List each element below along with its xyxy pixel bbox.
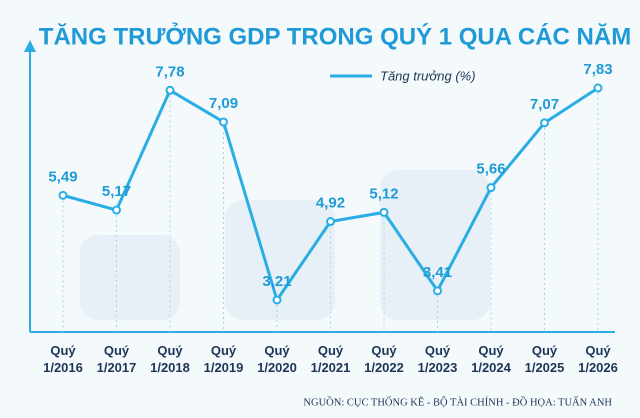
- x-tick-label: Quý 1/2026: [578, 343, 618, 375]
- x-tick-label: Quý 1/2017: [96, 343, 137, 375]
- value-label: 5,49: [48, 168, 77, 185]
- decor: [380, 170, 490, 320]
- x-tick-label: Quý 1/2016: [43, 343, 83, 375]
- decor: [225, 200, 335, 320]
- value-label: 3,21: [262, 273, 291, 290]
- decor: [80, 235, 180, 320]
- point: [433, 286, 442, 296]
- point: [219, 117, 228, 127]
- value-label: 7,09: [209, 95, 238, 112]
- value-label: 5,12: [369, 185, 398, 202]
- point: [272, 295, 282, 305]
- x-tick-label: Quý 1/2018: [150, 343, 190, 375]
- x-tick-label: Quý 1/2019: [203, 343, 244, 375]
- value-label: 5,66: [476, 161, 505, 178]
- legend-label: Tăng trưởng (%): [380, 68, 476, 83]
- x-tick-label: Quý 1/2023: [417, 343, 458, 375]
- x-tick-label: Quý 1/2020: [257, 343, 297, 375]
- point: [112, 205, 121, 215]
- value-label: 3,41: [423, 264, 452, 281]
- x-tick-label: Quý 1/2024: [471, 343, 511, 375]
- x-tick-label: Quý 1/2021: [310, 343, 351, 375]
- point: [58, 190, 68, 200]
- value-label: 5,17: [102, 183, 131, 200]
- source: NGUỒN: CỤC THỐNG KÊ - BỘ TÀI CHÍNH - ĐỒ …: [303, 395, 612, 408]
- axis-arrow: [24, 40, 36, 52]
- point: [540, 118, 549, 128]
- point: [379, 207, 389, 217]
- value-label: 7,78: [155, 63, 184, 80]
- point: [326, 217, 335, 227]
- value-label: 7,83: [583, 61, 612, 78]
- point: [486, 183, 496, 193]
- value-label: 4,92: [316, 195, 345, 212]
- x-tick-label: Quý 1/2025: [524, 343, 565, 375]
- value-label: 7,07: [530, 96, 559, 113]
- point: [165, 85, 175, 95]
- chart-title: TĂNG TRƯỞNG GDP TRONG QUÝ 1 QUA CÁC NĂM: [39, 21, 631, 50]
- x-tick-label: Quý 1/2022: [364, 343, 404, 375]
- point: [593, 83, 603, 93]
